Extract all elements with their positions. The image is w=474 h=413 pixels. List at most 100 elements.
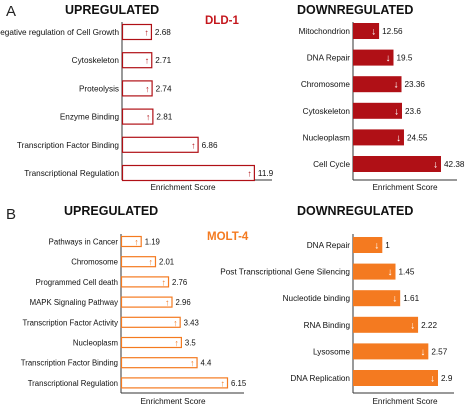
panel-a-cell-line: DLD-1 xyxy=(205,15,239,27)
bar xyxy=(353,290,401,307)
bar-arrow-icon: ↓ xyxy=(410,320,415,331)
bar xyxy=(353,156,441,172)
bar-arrow-icon: ↓ xyxy=(394,80,399,91)
value-label: 2.22 xyxy=(421,321,437,330)
chart-molt4-upregulated: ↑ Pathways in Cancer 1.19 ↑ Chromosome 2.01 ↑ P… xyxy=(21,234,247,406)
bar-arrow-icon: ↓ xyxy=(396,133,401,144)
bar-arrow-icon: ↑ xyxy=(247,169,252,179)
x-axis-label: Enrichment Score xyxy=(140,397,206,406)
value-label: 2.96 xyxy=(175,298,190,307)
bar xyxy=(353,370,438,386)
x-axis-label: Enrichment Score xyxy=(372,397,438,406)
bar-arrow-icon: ↑ xyxy=(174,338,179,348)
category-label: Nucleotide binding xyxy=(283,294,351,303)
category-label: Enzyme Binding xyxy=(60,113,120,122)
bar-arrow-icon: ↑ xyxy=(191,140,196,150)
category-label: Cytoskeleton xyxy=(72,56,120,65)
bar-arrow-icon: ↓ xyxy=(392,294,397,305)
value-label: 19.5 xyxy=(396,54,412,63)
bar xyxy=(120,235,142,248)
panel-b-down-title: DOWNREGULATED xyxy=(297,204,413,218)
bar-arrow-icon: ↑ xyxy=(145,84,150,94)
x-axis-label: Enrichment Score xyxy=(372,183,438,192)
category-label: Transcriptional Regulation xyxy=(24,169,119,178)
category-label: Transcriptional Regulation xyxy=(28,379,118,388)
value-label: 1.19 xyxy=(145,238,160,247)
category-label: Post Transcriptional Gene Silencing xyxy=(220,268,350,277)
bar xyxy=(121,164,255,182)
bar xyxy=(120,357,198,369)
category-label: Programmed Cell death xyxy=(36,278,118,287)
value-label: 4.4 xyxy=(201,359,213,368)
panel-a-letter: A xyxy=(6,3,16,20)
bar xyxy=(353,102,403,119)
value-label: 6.86 xyxy=(202,141,218,150)
bar-arrow-icon: ↓ xyxy=(430,374,435,385)
value-label: 2.9 xyxy=(441,374,453,383)
bar-arrow-icon: ↑ xyxy=(146,112,151,122)
bar-arrow-icon: ↑ xyxy=(190,358,195,368)
bar-arrow-icon: ↑ xyxy=(145,56,150,66)
bar-arrow-icon: ↑ xyxy=(173,318,178,328)
bar-arrow-icon: ↑ xyxy=(165,298,170,308)
category-label: Cytoskeleton xyxy=(303,107,351,116)
value-label: 11.9 xyxy=(258,169,274,178)
bar-arrow-icon: ↑ xyxy=(221,378,226,388)
value-label: 12.56 xyxy=(382,27,403,36)
bar-arrow-icon: ↑ xyxy=(162,277,167,287)
bar-arrow-icon: ↑ xyxy=(148,257,153,267)
value-label: 24.55 xyxy=(407,133,428,142)
bar xyxy=(353,343,429,360)
bar xyxy=(353,316,419,333)
bar xyxy=(353,23,380,39)
bar-arrow-icon: ↓ xyxy=(371,27,376,38)
value-label: 6.15 xyxy=(231,379,247,388)
value-label: 2.81 xyxy=(156,113,172,122)
value-label: 23.6 xyxy=(405,107,421,116)
bar xyxy=(120,296,173,308)
category-label: MAPK Signaling Pathway xyxy=(30,298,119,307)
bar xyxy=(353,76,402,93)
bar-arrow-icon: ↓ xyxy=(385,53,390,64)
bar-arrow-icon: ↑ xyxy=(134,237,139,247)
category-label: Pathways in Cancer xyxy=(49,238,119,247)
bar-arrow-icon: ↓ xyxy=(420,347,425,358)
value-label: 23.36 xyxy=(405,80,426,89)
category-label: Transcription Factor Binding xyxy=(17,141,120,150)
value-label: 1.45 xyxy=(399,268,415,277)
bar xyxy=(353,129,404,146)
bar xyxy=(121,108,154,125)
value-label: 42.38 xyxy=(444,160,465,169)
value-label: 1 xyxy=(385,241,390,250)
bar-arrow-icon: ↓ xyxy=(394,106,399,117)
bar xyxy=(353,263,396,280)
value-label: 2.74 xyxy=(156,84,172,93)
category-label: DNA Repair xyxy=(307,241,351,250)
category-label: Negative regulation of Cell Growth xyxy=(0,28,119,37)
category-label: Lysosome xyxy=(313,347,350,356)
value-label: 2.01 xyxy=(159,258,174,267)
category-label: Cell Cycle xyxy=(313,160,350,169)
bar xyxy=(120,316,181,328)
value-label: 3.43 xyxy=(184,318,199,327)
bar xyxy=(121,52,153,69)
category-label: Nucleoplasm xyxy=(73,339,118,348)
bar-arrow-icon: ↓ xyxy=(388,267,393,278)
bar xyxy=(353,49,394,66)
bar-arrow-icon: ↑ xyxy=(144,28,149,38)
category-label: Nucleoplasm xyxy=(303,133,351,142)
category-label: Chromosome xyxy=(71,258,118,267)
category-label: Transcription Factor Binding xyxy=(21,359,118,368)
value-label: 2.76 xyxy=(172,278,187,287)
bar xyxy=(120,336,182,349)
category-label: Proteolysis xyxy=(79,84,119,93)
category-label: DNA Replication xyxy=(290,374,350,383)
category-label: Mitochondrion xyxy=(299,27,351,36)
bar-arrow-icon: ↓ xyxy=(374,241,379,252)
value-label: 2.68 xyxy=(155,28,171,37)
value-label: 2.71 xyxy=(155,56,171,65)
panel-b-cell-line: MOLT-4 xyxy=(207,231,249,243)
bar xyxy=(121,23,153,41)
chart-molt4-downregulated: ↓ DNA Repair 1 ↓ Post Transcriptional Gene S… xyxy=(220,234,454,406)
